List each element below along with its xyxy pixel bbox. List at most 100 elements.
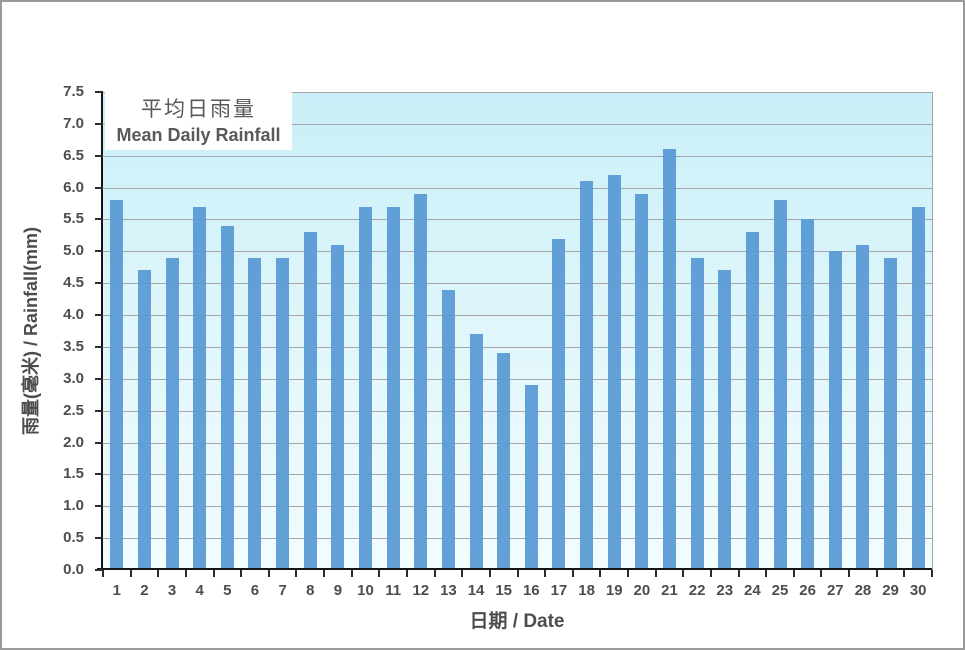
x-tick-mark xyxy=(820,570,823,577)
gridline xyxy=(103,346,932,348)
x-tick-label: 19 xyxy=(605,582,623,599)
y-tick-label: 1.5 xyxy=(63,465,84,483)
x-tick-mark xyxy=(709,570,712,577)
y-tick-mark xyxy=(95,186,103,189)
y-tick-label: 1.0 xyxy=(63,497,84,515)
x-tick-mark xyxy=(931,570,933,577)
bar xyxy=(552,238,566,570)
gridline xyxy=(103,410,932,412)
y-tick-mark xyxy=(95,569,103,571)
bar xyxy=(801,219,815,570)
gridline xyxy=(103,506,932,508)
x-tick-label: 30 xyxy=(909,582,927,599)
gridline xyxy=(103,251,932,253)
y-tick-mark xyxy=(95,409,103,412)
y-tick-label: 0.0 xyxy=(63,561,84,578)
x-tick-label: 15 xyxy=(495,582,513,599)
bar xyxy=(635,193,649,570)
y-tick-label: 5.5 xyxy=(63,210,84,228)
x-tick-label: 10 xyxy=(357,582,374,599)
bar xyxy=(276,257,290,570)
bar xyxy=(718,270,732,570)
y-tick-mark xyxy=(95,473,103,476)
bar xyxy=(884,257,898,570)
y-tick-mark xyxy=(95,122,103,125)
bar xyxy=(359,206,373,570)
y-tick-label: 6.5 xyxy=(63,146,84,164)
bar xyxy=(220,225,234,570)
gridline xyxy=(103,315,932,317)
bar xyxy=(137,270,151,570)
bar xyxy=(303,232,317,570)
x-tick-label: 3 xyxy=(167,582,177,599)
x-tick-label: 1 xyxy=(112,582,121,599)
x-tick-mark xyxy=(571,570,574,577)
y-tick-mark xyxy=(95,505,103,508)
x-tick-mark xyxy=(875,570,878,577)
bar xyxy=(469,334,483,570)
bar xyxy=(856,244,870,570)
y-tick-mark xyxy=(95,345,103,348)
x-tick-label: 5 xyxy=(223,582,232,599)
legend-title-chinese: 平均日雨量 xyxy=(141,97,256,121)
x-tick-label: 4 xyxy=(195,582,204,599)
x-tick-label: 14 xyxy=(467,582,485,599)
gridline xyxy=(103,474,932,476)
x-tick-label: 29 xyxy=(882,582,899,599)
bar xyxy=(497,353,511,570)
bar xyxy=(828,251,842,570)
x-tick-mark xyxy=(516,570,519,577)
x-tick-mark xyxy=(599,570,602,577)
y-tick-label: 2.5 xyxy=(63,401,84,419)
bar xyxy=(441,289,455,570)
x-tick-label: 9 xyxy=(333,582,343,599)
x-tick-mark xyxy=(267,570,270,577)
y-tick-label: 7.5 xyxy=(63,83,84,100)
x-tick-label: 20 xyxy=(633,582,651,599)
bar xyxy=(911,206,925,570)
x-tick-mark xyxy=(184,570,187,577)
y-tick-mark xyxy=(95,282,103,285)
x-tick-mark xyxy=(792,570,795,577)
x-tick-mark xyxy=(295,570,298,577)
bar xyxy=(773,200,787,570)
y-tick-mark xyxy=(95,218,103,221)
x-tick-mark xyxy=(544,570,547,577)
gridline xyxy=(103,187,932,189)
x-tick-mark xyxy=(627,570,630,577)
x-tick-mark xyxy=(102,570,104,577)
bar xyxy=(662,149,676,570)
x-tick-mark xyxy=(212,570,215,577)
bar xyxy=(580,181,594,570)
y-tick-label: 5.0 xyxy=(63,242,84,260)
chart-legend: 平均日雨量 Mean Daily Rainfall xyxy=(105,90,292,150)
x-tick-label: 21 xyxy=(661,582,678,599)
x-tick-mark xyxy=(129,570,132,577)
x-axis-title: 日期 / Date xyxy=(469,611,565,632)
bar xyxy=(690,257,704,570)
bar xyxy=(386,206,400,570)
x-tick-mark xyxy=(848,570,851,577)
x-tick-mark xyxy=(157,570,160,577)
x-tick-mark xyxy=(903,570,906,577)
y-axis-line xyxy=(101,92,103,570)
bar xyxy=(193,206,207,570)
gridline xyxy=(103,123,932,125)
x-tick-mark xyxy=(323,570,326,577)
x-tick-label: 8 xyxy=(306,582,315,599)
gridline xyxy=(103,538,932,540)
x-tick-label: 6 xyxy=(250,582,260,599)
gridline xyxy=(103,155,932,157)
legend-title-english: Mean Daily Rainfall xyxy=(116,125,281,145)
x-tick-label: 7 xyxy=(278,582,287,599)
x-tick-label: 13 xyxy=(440,582,457,599)
x-tick-label: 24 xyxy=(744,582,761,599)
plot-area xyxy=(103,92,933,570)
bar xyxy=(248,257,262,570)
x-tick-mark xyxy=(405,570,408,577)
x-tick-mark xyxy=(765,570,768,577)
bar xyxy=(110,200,124,570)
x-tick-label: 28 xyxy=(854,582,872,599)
y-tick-mark xyxy=(95,537,103,540)
